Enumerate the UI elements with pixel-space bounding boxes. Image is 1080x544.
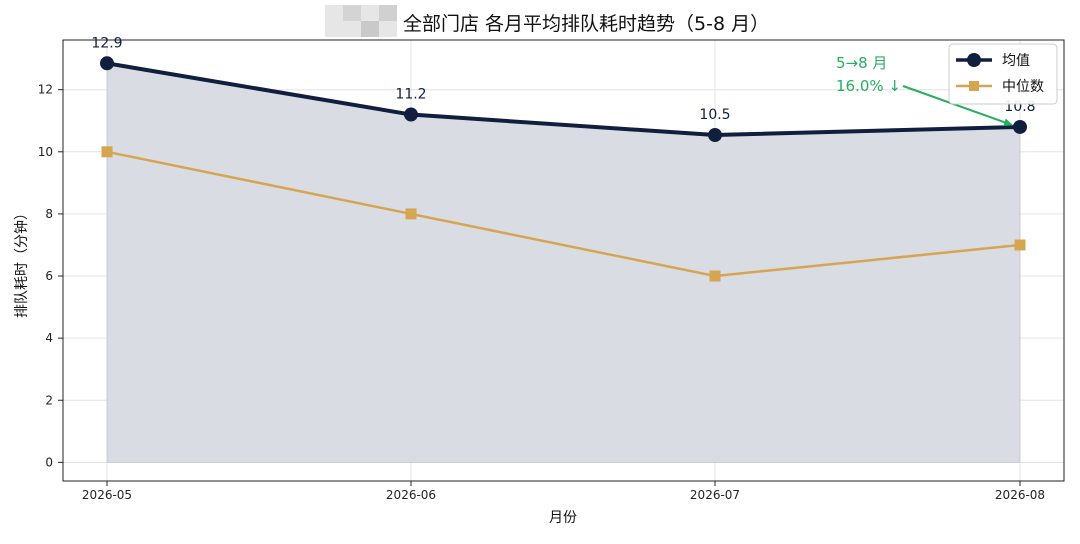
legend: 均值 中位数 (948, 43, 1058, 105)
median-point (1014, 239, 1026, 251)
annotation-line1: 5→8 月 (836, 54, 887, 72)
change-annotation: 5→8 月 16.0% ↓ (836, 54, 1013, 127)
legend-median-marker (969, 81, 979, 91)
mean-point (1013, 119, 1027, 134)
mean-data-label: 11.2 (395, 87, 426, 103)
median-point (405, 208, 417, 220)
median-point (709, 270, 721, 282)
y-tick-label: 12 (38, 83, 53, 97)
mean-point (100, 56, 114, 71)
chart-title: 全部门店 各月平均排队耗时趋势（5-8 月） (403, 13, 769, 35)
x-tick-label: 2026-05 (82, 488, 132, 502)
median-point (101, 146, 113, 158)
annotation-line2: 16.0% ↓ (836, 77, 901, 95)
y-tick-label: 2 (45, 393, 53, 407)
y-tick-label: 0 (45, 455, 53, 469)
y-tick-label: 8 (45, 207, 53, 221)
mean-data-label: 10.5 (699, 107, 730, 123)
legend-mean-marker (967, 53, 981, 67)
plot-frame (62, 39, 1065, 482)
mean-line (106, 61, 1021, 138)
x-tick-label: 2026-07 (690, 488, 740, 502)
x-tick-label: 2026-08 (995, 488, 1045, 502)
y-axis-label: 排队耗时（分钟） (13, 206, 30, 318)
legend-median-label: 中位数 (1002, 79, 1044, 95)
title-logo-redacted (325, 5, 397, 37)
annotation-arrow (902, 85, 1013, 127)
x-axis-label: 月份 (549, 510, 577, 526)
mean-point (404, 107, 418, 122)
y-tick-label: 10 (38, 145, 53, 159)
mean-point (708, 128, 722, 143)
series (100, 56, 1027, 282)
mean-data-label: 12.9 (91, 35, 122, 51)
x-tick-label: 2026-06 (386, 488, 436, 502)
legend-mean-label: 均值 (1002, 53, 1030, 69)
median-line (106, 150, 1021, 278)
y-tick-label: 4 (45, 331, 53, 345)
y-tick-label: 6 (45, 269, 53, 283)
axes: 0 2 4 6 8 10 12 2026-05 2026-06 2026-07 2026-08 (38, 39, 1065, 502)
